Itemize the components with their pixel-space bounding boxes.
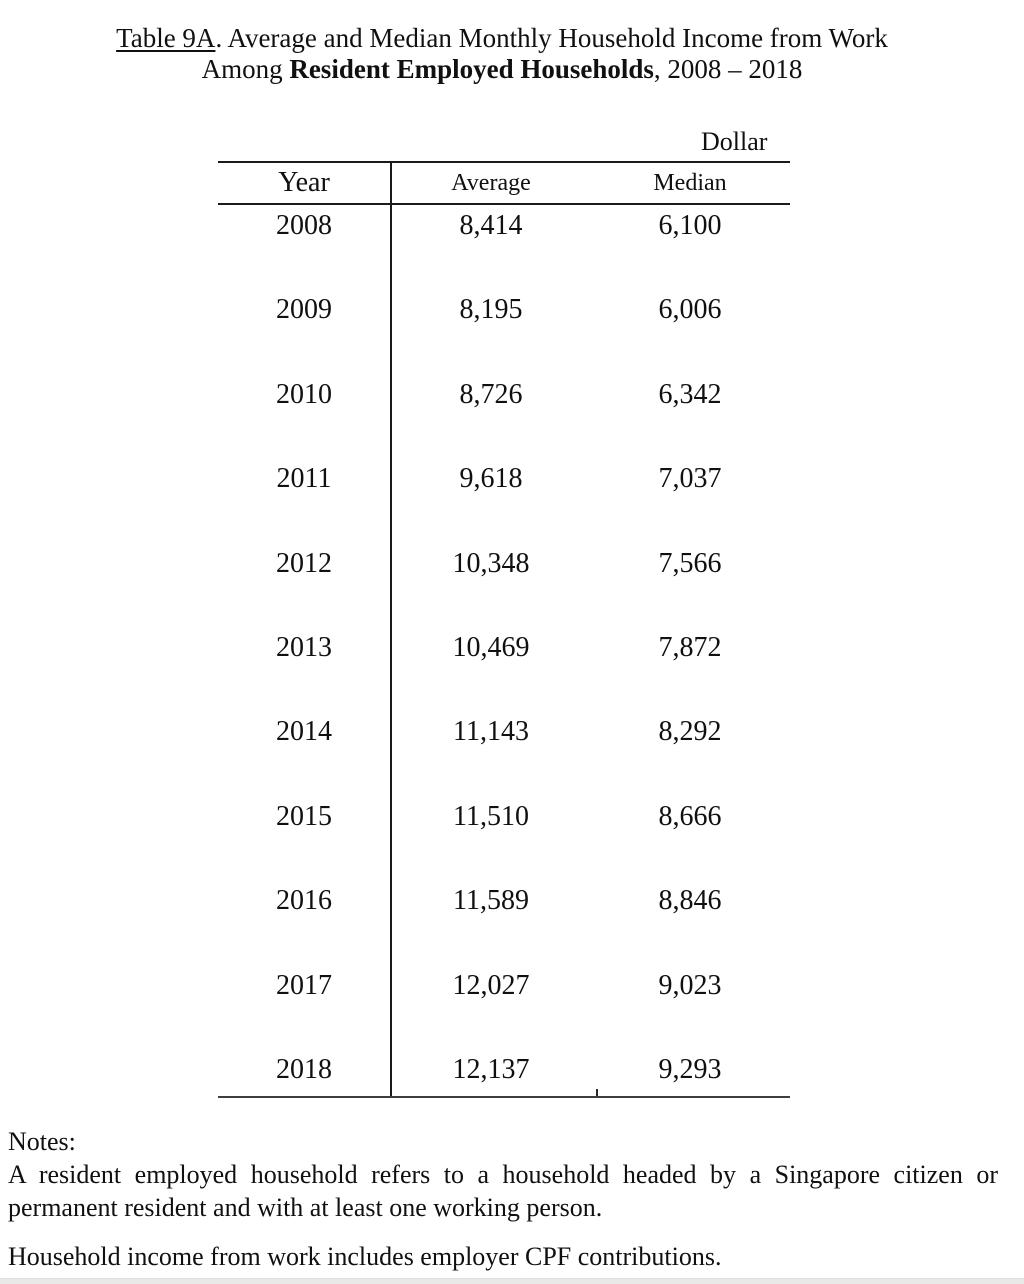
median-cell: 7,872 bbox=[658, 631, 722, 663]
table-row: 2013 10,469 7,872 bbox=[218, 627, 790, 711]
table-row: 2017 12,027 9,023 bbox=[218, 965, 790, 1049]
column-header-average: Average bbox=[451, 169, 531, 196]
year-cell: 2008 bbox=[276, 210, 332, 241]
average-cell: 11,510 bbox=[453, 800, 529, 832]
median-cell: 6,342 bbox=[658, 378, 722, 410]
table-row: 2009 8,195 6,006 bbox=[218, 289, 790, 373]
table-row: 2008 8,414 6,100 bbox=[218, 205, 790, 289]
median-cell: 6,100 bbox=[658, 210, 722, 241]
table-title: Table 9A. Average and Median Monthly Hou… bbox=[0, 23, 1004, 85]
average-cell: 11,589 bbox=[453, 885, 529, 917]
median-cell: 8,666 bbox=[658, 800, 722, 832]
table-row: 2016 11,589 8,846 bbox=[218, 880, 790, 964]
column-divider-line bbox=[390, 163, 392, 1096]
table-title-line2: Among Resident Employed Households, 2008… bbox=[0, 54, 1004, 85]
year-cell: 2015 bbox=[276, 800, 332, 832]
table-title-line2-prefix: Among bbox=[201, 54, 290, 84]
note-cpf: Household income from work includes empl… bbox=[8, 1242, 722, 1271]
bottom-rule-tick bbox=[596, 1089, 598, 1096]
year-cell: 2018 bbox=[276, 1053, 332, 1085]
average-cell: 8,414 bbox=[459, 210, 523, 241]
median-cell: 8,292 bbox=[658, 716, 722, 748]
table-row: 2011 9,618 7,037 bbox=[218, 458, 790, 542]
table-title-line2-bold: Resident Employed Households bbox=[289, 54, 654, 84]
note-resident-definition: A resident employed household refers to … bbox=[8, 1160, 998, 1222]
median-cell: 9,293 bbox=[658, 1053, 722, 1085]
average-cell: 10,469 bbox=[452, 631, 530, 663]
table-number: Table 9A bbox=[116, 23, 216, 53]
median-cell: 9,023 bbox=[658, 969, 722, 1001]
year-cell: 2011 bbox=[276, 463, 332, 495]
average-cell: 10,348 bbox=[452, 547, 530, 579]
page-bottom-edge bbox=[0, 1278, 1024, 1284]
average-cell: 12,027 bbox=[452, 969, 530, 1001]
year-cell: 2012 bbox=[276, 547, 332, 579]
average-cell: 12,137 bbox=[452, 1053, 530, 1085]
notes-heading: Notes: bbox=[8, 1127, 76, 1156]
column-header-year: Year bbox=[278, 167, 330, 198]
average-cell: 8,726 bbox=[459, 378, 523, 410]
table-title-line1: Table 9A. Average and Median Monthly Hou… bbox=[0, 23, 1004, 54]
year-cell: 2013 bbox=[276, 631, 332, 663]
year-cell: 2010 bbox=[276, 378, 332, 410]
table-row: 2014 11,143 8,292 bbox=[218, 711, 790, 795]
average-cell: 9,618 bbox=[459, 463, 523, 495]
year-cell: 2016 bbox=[276, 885, 332, 917]
notes-section: Notes: A resident employed household ref… bbox=[8, 1125, 998, 1273]
table-row: 2010 8,726 6,342 bbox=[218, 374, 790, 458]
year-cell: 2009 bbox=[276, 294, 332, 326]
year-cell: 2014 bbox=[276, 716, 332, 748]
average-cell: 11,143 bbox=[453, 716, 529, 748]
year-cell: 2017 bbox=[276, 969, 332, 1001]
income-table: Year Average Median 2008 8,414 6,100 200… bbox=[218, 161, 790, 1098]
table-row: 2012 10,348 7,566 bbox=[218, 543, 790, 627]
table-row: 2015 11,510 8,666 bbox=[218, 796, 790, 880]
table-row: 2018 12,137 9,293 bbox=[218, 1049, 790, 1085]
median-cell: 8,846 bbox=[658, 885, 722, 917]
unit-label: Dollar bbox=[701, 127, 768, 156]
median-cell: 7,566 bbox=[658, 547, 722, 579]
table-header-row: Year Average Median bbox=[218, 163, 790, 205]
column-header-median: Median bbox=[653, 169, 727, 196]
table-title-line2-suffix: , 2008 – 2018 bbox=[653, 54, 803, 84]
median-cell: 7,037 bbox=[658, 463, 722, 495]
table-title-line1-text: . Average and Median Monthly Household I… bbox=[215, 23, 888, 53]
median-cell: 6,006 bbox=[658, 294, 722, 326]
average-cell: 8,195 bbox=[459, 294, 523, 326]
